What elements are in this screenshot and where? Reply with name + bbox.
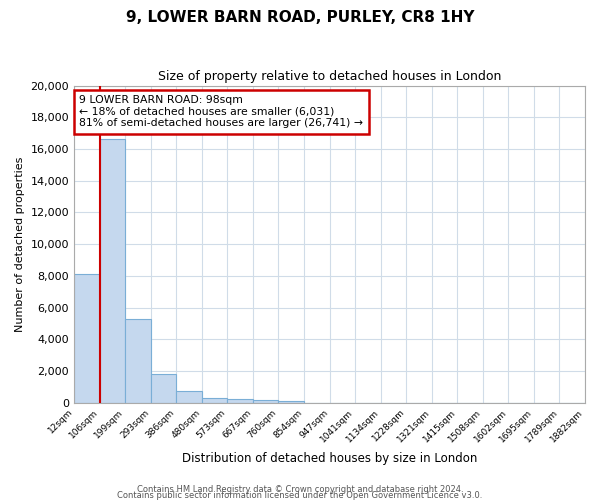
Bar xyxy=(253,400,278,402)
Title: Size of property relative to detached houses in London: Size of property relative to detached ho… xyxy=(158,70,501,83)
Text: 9, LOWER BARN ROAD, PURLEY, CR8 1HY: 9, LOWER BARN ROAD, PURLEY, CR8 1HY xyxy=(126,10,474,25)
Text: Contains public sector information licensed under the Open Government Licence v3: Contains public sector information licen… xyxy=(118,490,482,500)
Bar xyxy=(227,399,253,402)
Bar xyxy=(176,391,202,402)
Bar xyxy=(202,398,227,402)
Y-axis label: Number of detached properties: Number of detached properties xyxy=(15,156,25,332)
Bar xyxy=(125,318,151,402)
Bar xyxy=(151,374,176,402)
X-axis label: Distribution of detached houses by size in London: Distribution of detached houses by size … xyxy=(182,452,477,465)
Bar xyxy=(278,401,304,402)
Text: 9 LOWER BARN ROAD: 98sqm
← 18% of detached houses are smaller (6,031)
81% of sem: 9 LOWER BARN ROAD: 98sqm ← 18% of detach… xyxy=(79,95,363,128)
Bar xyxy=(100,140,125,402)
Text: Contains HM Land Registry data © Crown copyright and database right 2024.: Contains HM Land Registry data © Crown c… xyxy=(137,484,463,494)
Bar xyxy=(74,274,100,402)
